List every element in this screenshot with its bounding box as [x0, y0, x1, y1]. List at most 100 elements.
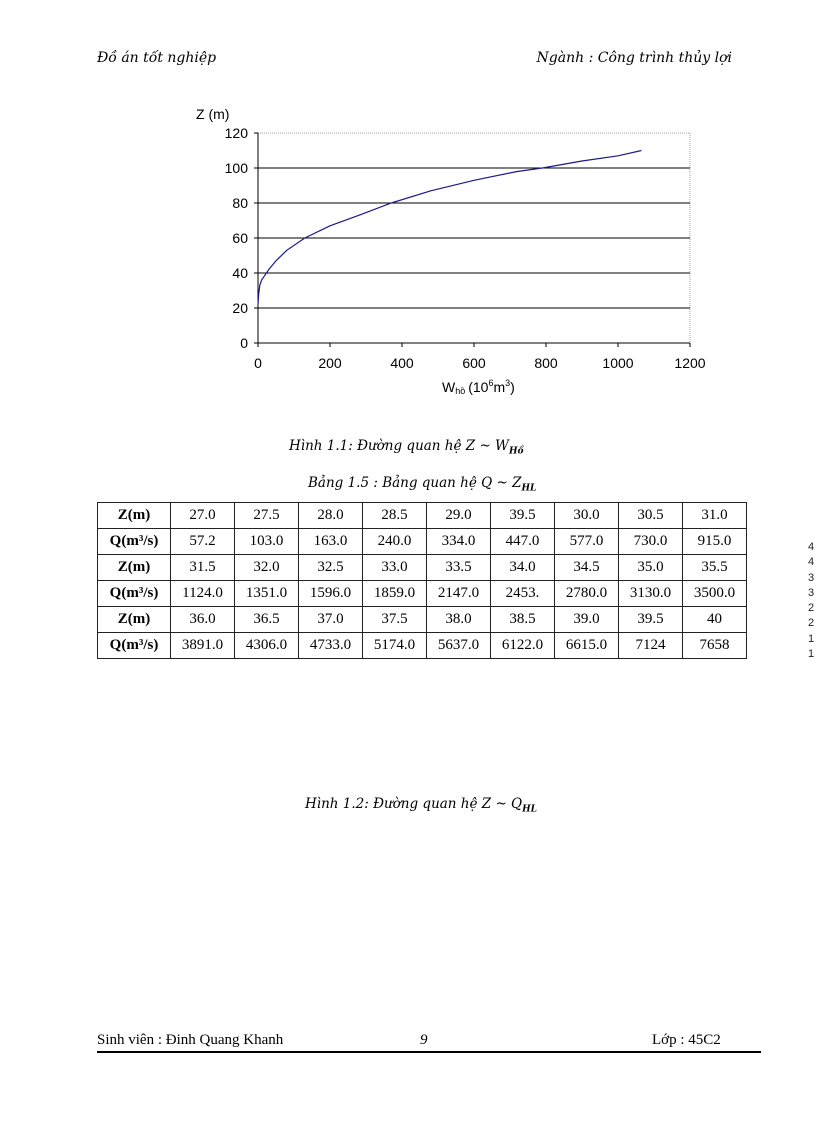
x-tick-label: 600	[462, 355, 486, 371]
x-tick-label: 800	[534, 355, 558, 371]
table-cell: 33.0	[362, 554, 427, 581]
table-cell: 447.0	[490, 528, 555, 555]
x-tick-label: 400	[390, 355, 414, 371]
y-tick-label: 120	[225, 125, 249, 141]
table-cell: 36.0	[170, 606, 235, 633]
table-cell: 3500.0	[682, 580, 747, 607]
figure-2-caption-text: Hình 1.2: Đường quan hệ Z ~ Q	[305, 796, 523, 812]
side-digit: 1	[808, 648, 815, 661]
row-label: Q(m³/s)	[97, 528, 171, 555]
table-cell: 915.0	[682, 528, 747, 555]
figure-2-caption-sub: HL	[522, 804, 537, 815]
table-caption: Bảng 1.5 : Bảng quan hệ Q ~ ZHL	[308, 475, 536, 494]
table-cell: 28.5	[362, 502, 427, 529]
gridlines	[258, 167, 690, 309]
table-cell: 39.0	[554, 606, 619, 633]
table-cell: 7124	[618, 632, 683, 659]
footer-student: Sinh viên : Đinh Quang Khanh	[97, 1032, 284, 1048]
table-cell: 577.0	[554, 528, 619, 555]
table-cell: 29.0	[426, 502, 491, 529]
side-digit: 3	[808, 586, 815, 599]
side-digit: 4	[808, 556, 815, 569]
table-cell: 57.2	[170, 528, 235, 555]
y-axis-label: Z (m)	[196, 106, 229, 122]
row-label: Z(m)	[97, 502, 171, 529]
side-digit: 2	[808, 602, 815, 615]
header-left-title: Đồ án tốt nghiệp	[97, 50, 217, 66]
table-cell: 4733.0	[298, 632, 363, 659]
figure-1-caption-text: Hình 1.1: Đường quan hệ Z ~ W	[289, 438, 509, 454]
table-cell: 1124.0	[170, 580, 235, 607]
y-tick-label: 60	[232, 230, 248, 246]
table-cell: 32.0	[234, 554, 299, 581]
header-right-title: Ngành : Công trình thủy lợi	[536, 50, 732, 66]
table-cell: 2453.	[490, 580, 555, 607]
table-cell: 36.5	[234, 606, 299, 633]
table-cell: 103.0	[234, 528, 299, 555]
z-w-chart: Z (m) 0 20 40 60 80 100 120 0 200 400 600 800 1000 1…	[196, 106, 706, 396]
x-tick-label: 0	[254, 355, 262, 371]
table-cell: 5637.0	[426, 632, 491, 659]
table-cell: 38.5	[490, 606, 555, 633]
row-label: Q(m³/s)	[97, 632, 171, 659]
y-tick-label: 40	[232, 265, 248, 281]
table-cell: 6615.0	[554, 632, 619, 659]
table-cell: 334.0	[426, 528, 491, 555]
table-cell: 30.0	[554, 502, 619, 529]
table-cell: 35.5	[682, 554, 747, 581]
table-cell: 34.0	[490, 554, 555, 581]
table-cell: 163.0	[298, 528, 363, 555]
table-cell: 1351.0	[234, 580, 299, 607]
table-cell: 730.0	[618, 528, 683, 555]
table-cell: 34.5	[554, 554, 619, 581]
table-cell: 35.0	[618, 554, 683, 581]
x-axis-label: Whồ (106m3)	[442, 378, 515, 396]
table-cell: 4306.0	[234, 632, 299, 659]
table-row: Z(m) 27.0 27.5 28.0 28.5 29.0 39.5 30.0 30.5 31.0	[97, 502, 747, 529]
row-label: Q(m³/s)	[97, 580, 171, 607]
x-tick-label: 200	[318, 355, 342, 371]
footer-page-number: 9	[420, 1032, 428, 1048]
y-tick-label: 20	[232, 300, 248, 316]
table-cell: 31.5	[170, 554, 235, 581]
table-cell: 40	[682, 606, 747, 633]
table-cell: 39.5	[490, 502, 555, 529]
table-caption-sub: HL	[521, 483, 537, 494]
table-cell: 30.5	[618, 502, 683, 529]
y-tick-labels: 0 20 40 60 80 100 120	[225, 125, 258, 351]
side-digit: 1	[808, 632, 815, 645]
table-row: Q(m³/s) 57.2 103.0 163.0 240.0 334.0 447.0 577.…	[97, 528, 747, 555]
y-tick-label: 0	[240, 335, 248, 351]
figure-1-caption-sub: Hồ	[508, 446, 524, 457]
table-cell: 5174.0	[362, 632, 427, 659]
q-z-table: Z(m) 27.0 27.5 28.0 28.5 29.0 39.5 30.0 30.5 31.0…	[97, 502, 747, 659]
table-cell: 3130.0	[618, 580, 683, 607]
table-cell: 2780.0	[554, 580, 619, 607]
table-cell: 37.5	[362, 606, 427, 633]
x-tick-labels: 0 200 400 600 800 1000 1200	[254, 343, 706, 371]
table-row: Z(m) 31.5 32.0 32.5 33.0 33.5 34.0 34.5 35.0 35.5	[97, 554, 747, 581]
figure-2-caption: Hình 1.2: Đường quan hệ Z ~ QHL	[305, 796, 537, 815]
side-digit: 2	[808, 617, 815, 630]
y-tick-label: 100	[225, 160, 249, 176]
table-cell: 27.0	[170, 502, 235, 529]
row-label: Z(m)	[97, 606, 171, 633]
table-cell: 31.0	[682, 502, 747, 529]
table-cell: 240.0	[362, 528, 427, 555]
table-cell: 33.5	[426, 554, 491, 581]
x-tick-label: 1000	[602, 355, 633, 371]
row-label: Z(m)	[97, 554, 171, 581]
table-cell: 7658	[682, 632, 747, 659]
table-cell: 2147.0	[426, 580, 491, 607]
figure-1-caption: Hình 1.1: Đường quan hệ Z ~ WHồ	[289, 438, 523, 457]
side-digit: 4	[808, 541, 815, 553]
table-cell: 3891.0	[170, 632, 235, 659]
side-margin-digits: 4 4 3 3 2 2 1 1	[808, 540, 814, 662]
table-cell: 32.5	[298, 554, 363, 581]
table-cell: 38.0	[426, 606, 491, 633]
table-row: Q(m³/s) 1124.0 1351.0 1596.0 1859.0 2147.0 245…	[97, 580, 747, 607]
table-row: Q(m³/s) 3891.0 4306.0 4733.0 5174.0 5637.0 612…	[97, 632, 747, 659]
table-cell: 27.5	[234, 502, 299, 529]
table-caption-text: Bảng 1.5 : Bảng quan hệ Q ~ Z	[308, 475, 522, 491]
table-cell: 6122.0	[490, 632, 555, 659]
